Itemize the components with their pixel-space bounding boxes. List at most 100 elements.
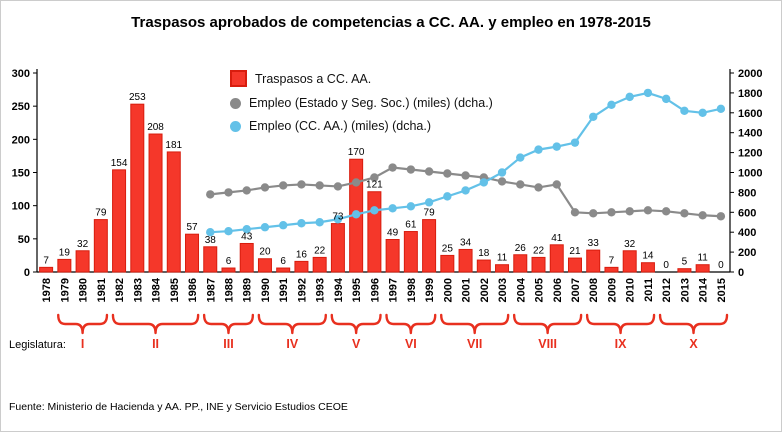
empleo-ccaa-point-2011 bbox=[643, 88, 653, 98]
bar-value-label-1983: 253 bbox=[129, 92, 146, 103]
bar-1994 bbox=[330, 223, 345, 273]
bar-value-label-1978: 7 bbox=[43, 255, 49, 266]
brace-X bbox=[658, 313, 729, 335]
legislature-label-IX: IX bbox=[615, 337, 627, 351]
bar-1989 bbox=[239, 242, 254, 273]
year-label-1985: 1985 bbox=[169, 278, 181, 302]
legislature-label-II: II bbox=[152, 337, 159, 351]
bar-2011 bbox=[640, 262, 655, 273]
bar-1997 bbox=[385, 238, 400, 273]
bar-value-label-2008: 33 bbox=[588, 238, 600, 249]
year-label-1995: 1995 bbox=[351, 278, 363, 302]
empleo-estado-point-1991 bbox=[278, 181, 288, 190]
empleo-ccaa-point-1994 bbox=[333, 215, 343, 224]
brace-IX bbox=[585, 313, 656, 335]
bar-2000 bbox=[440, 254, 455, 273]
bar-1991 bbox=[276, 267, 291, 273]
empleo-estado-point-2015 bbox=[716, 212, 726, 221]
bar-value-label-1990: 20 bbox=[259, 247, 271, 258]
year-label-1992: 1992 bbox=[296, 278, 308, 302]
empleo-ccaa-point-2004 bbox=[516, 153, 525, 162]
legislature-label-I: I bbox=[81, 337, 84, 351]
legislature-label-VI: VI bbox=[405, 337, 417, 351]
legislature-label-VII: VII bbox=[467, 337, 482, 351]
year-label-2002: 2002 bbox=[479, 278, 491, 302]
empleo-ccaa-point-1999 bbox=[424, 198, 434, 207]
bar-value-label-2013: 5 bbox=[682, 257, 688, 268]
year-label-1980: 1980 bbox=[78, 278, 90, 302]
bar-1992 bbox=[294, 260, 309, 273]
empleo-ccaa-point-2013 bbox=[680, 106, 689, 116]
empleo-estado-point-1988 bbox=[224, 188, 233, 197]
bar-value-label-2014: 11 bbox=[697, 253, 708, 264]
bar-value-label-2001: 34 bbox=[460, 237, 472, 248]
brace-I bbox=[57, 313, 109, 335]
year-label-1997: 1997 bbox=[388, 278, 400, 302]
empleo-estado-point-1990 bbox=[260, 183, 270, 192]
bar-2004 bbox=[513, 254, 528, 273]
year-label-2000: 2000 bbox=[442, 278, 454, 302]
empleo-ccaa-point-1998 bbox=[406, 202, 416, 211]
bar-1985 bbox=[166, 151, 181, 273]
empleo-ccaa-point-1987 bbox=[206, 228, 215, 237]
year-label-1991: 1991 bbox=[278, 278, 290, 302]
legend-item-traspasos: Traspasos a CC. AA. bbox=[230, 70, 493, 87]
bar-1996 bbox=[367, 191, 382, 273]
right-axis-tick-label: 1600 bbox=[738, 108, 762, 120]
empleo-ccaa-point-2015 bbox=[716, 104, 726, 114]
empleo-ccaa-point-1989 bbox=[242, 225, 251, 234]
empleo-estado-point-2010 bbox=[625, 207, 634, 216]
year-label-1978: 1978 bbox=[41, 278, 53, 302]
left-axis-tick-label: 150 bbox=[12, 168, 30, 180]
legislatura-label: Legislatura: bbox=[9, 339, 66, 351]
year-label-2015: 2015 bbox=[716, 278, 728, 302]
bar-value-label-1987: 38 bbox=[205, 235, 217, 246]
legend-item-empleo-ccaa: Empleo (CC. AA.) (miles) (dcha.) bbox=[230, 119, 493, 133]
year-label-1981: 1981 bbox=[96, 278, 108, 302]
bar-value-label-2003: 11 bbox=[497, 253, 508, 264]
bar-value-label-2010: 32 bbox=[624, 239, 636, 250]
bar-value-label-2000: 25 bbox=[442, 243, 454, 254]
legislature-label-V: V bbox=[352, 337, 361, 351]
empleo-ccaa-point-1993 bbox=[315, 218, 324, 227]
bar-2006 bbox=[549, 244, 564, 273]
bar-value-label-2007: 21 bbox=[569, 246, 581, 257]
empleo-estado-point-2013 bbox=[680, 209, 689, 218]
legend-label-traspasos: Traspasos a CC. AA. bbox=[255, 71, 372, 86]
chart-legend: Traspasos a CC. AA. Empleo (Estado y Seg… bbox=[230, 70, 493, 133]
brace-II bbox=[111, 313, 200, 335]
empleo-estado-point-2005 bbox=[534, 183, 543, 192]
bar-value-label-1992: 16 bbox=[296, 249, 308, 260]
bar-1983 bbox=[130, 103, 145, 273]
left-axis-tick-label: 100 bbox=[12, 201, 30, 213]
bar-value-label-1980: 32 bbox=[77, 239, 89, 250]
year-label-1984: 1984 bbox=[151, 277, 163, 302]
right-axis-tick-label: 400 bbox=[738, 227, 756, 239]
bar-swatch-icon bbox=[230, 70, 247, 87]
legislature-label-VIII: VIII bbox=[538, 337, 557, 351]
empleo-estado-point-2000 bbox=[443, 169, 452, 178]
year-label-1982: 1982 bbox=[114, 278, 126, 302]
empleo-estado-point-2004 bbox=[516, 180, 525, 189]
bar-1986 bbox=[185, 233, 200, 273]
year-label-2003: 2003 bbox=[497, 278, 509, 302]
bar-value-label-1982: 154 bbox=[111, 158, 128, 169]
right-axis-tick-label: 1800 bbox=[738, 88, 762, 100]
year-label-1987: 1987 bbox=[205, 278, 217, 302]
bar-1982 bbox=[112, 169, 127, 273]
bar-value-label-1996: 121 bbox=[366, 180, 383, 191]
year-label-2005: 2005 bbox=[534, 278, 546, 302]
empleo-estado-point-1999 bbox=[424, 167, 434, 176]
empleo-estado-point-1992 bbox=[297, 180, 306, 189]
empleo-ccaa-point-2014 bbox=[698, 108, 707, 118]
bar-2002 bbox=[476, 259, 491, 273]
bar-value-label-2004: 26 bbox=[515, 243, 527, 254]
right-axis-tick-label: 600 bbox=[738, 207, 756, 219]
source-note: Fuente: Ministerio de Hacienda y AA. PP.… bbox=[9, 401, 348, 413]
bar-value-label-1988: 6 bbox=[226, 256, 232, 267]
bar-1980 bbox=[75, 250, 90, 273]
empleo-ccaa-point-1992 bbox=[297, 219, 306, 228]
chart-title: Traspasos aprobados de competencias a CC… bbox=[131, 14, 651, 31]
bar-2007 bbox=[567, 257, 582, 273]
